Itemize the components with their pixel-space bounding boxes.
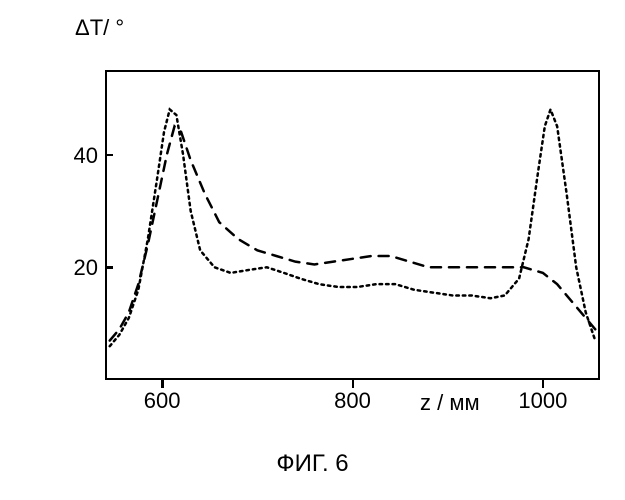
chart-container: ΔT/ ° z / мм 20 40 600 800 1000 bbox=[30, 10, 600, 490]
x-axis-title: z / мм bbox=[420, 390, 480, 416]
series-dotted bbox=[110, 109, 595, 346]
xtick bbox=[161, 380, 164, 388]
figure-caption: ФИГ. 6 bbox=[0, 450, 625, 478]
y-axis-title: ΔT/ ° bbox=[75, 15, 124, 41]
xtick bbox=[542, 380, 545, 388]
xtick-label: 800 bbox=[323, 388, 383, 414]
xtick-label: 1000 bbox=[513, 388, 573, 414]
ytick-label: 40 bbox=[58, 143, 98, 169]
xtick-label: 600 bbox=[132, 388, 192, 414]
plot-svg bbox=[105, 70, 600, 380]
ytick bbox=[105, 154, 113, 157]
ytick bbox=[105, 266, 113, 269]
xtick bbox=[352, 380, 355, 388]
ytick-label: 20 bbox=[58, 255, 98, 281]
